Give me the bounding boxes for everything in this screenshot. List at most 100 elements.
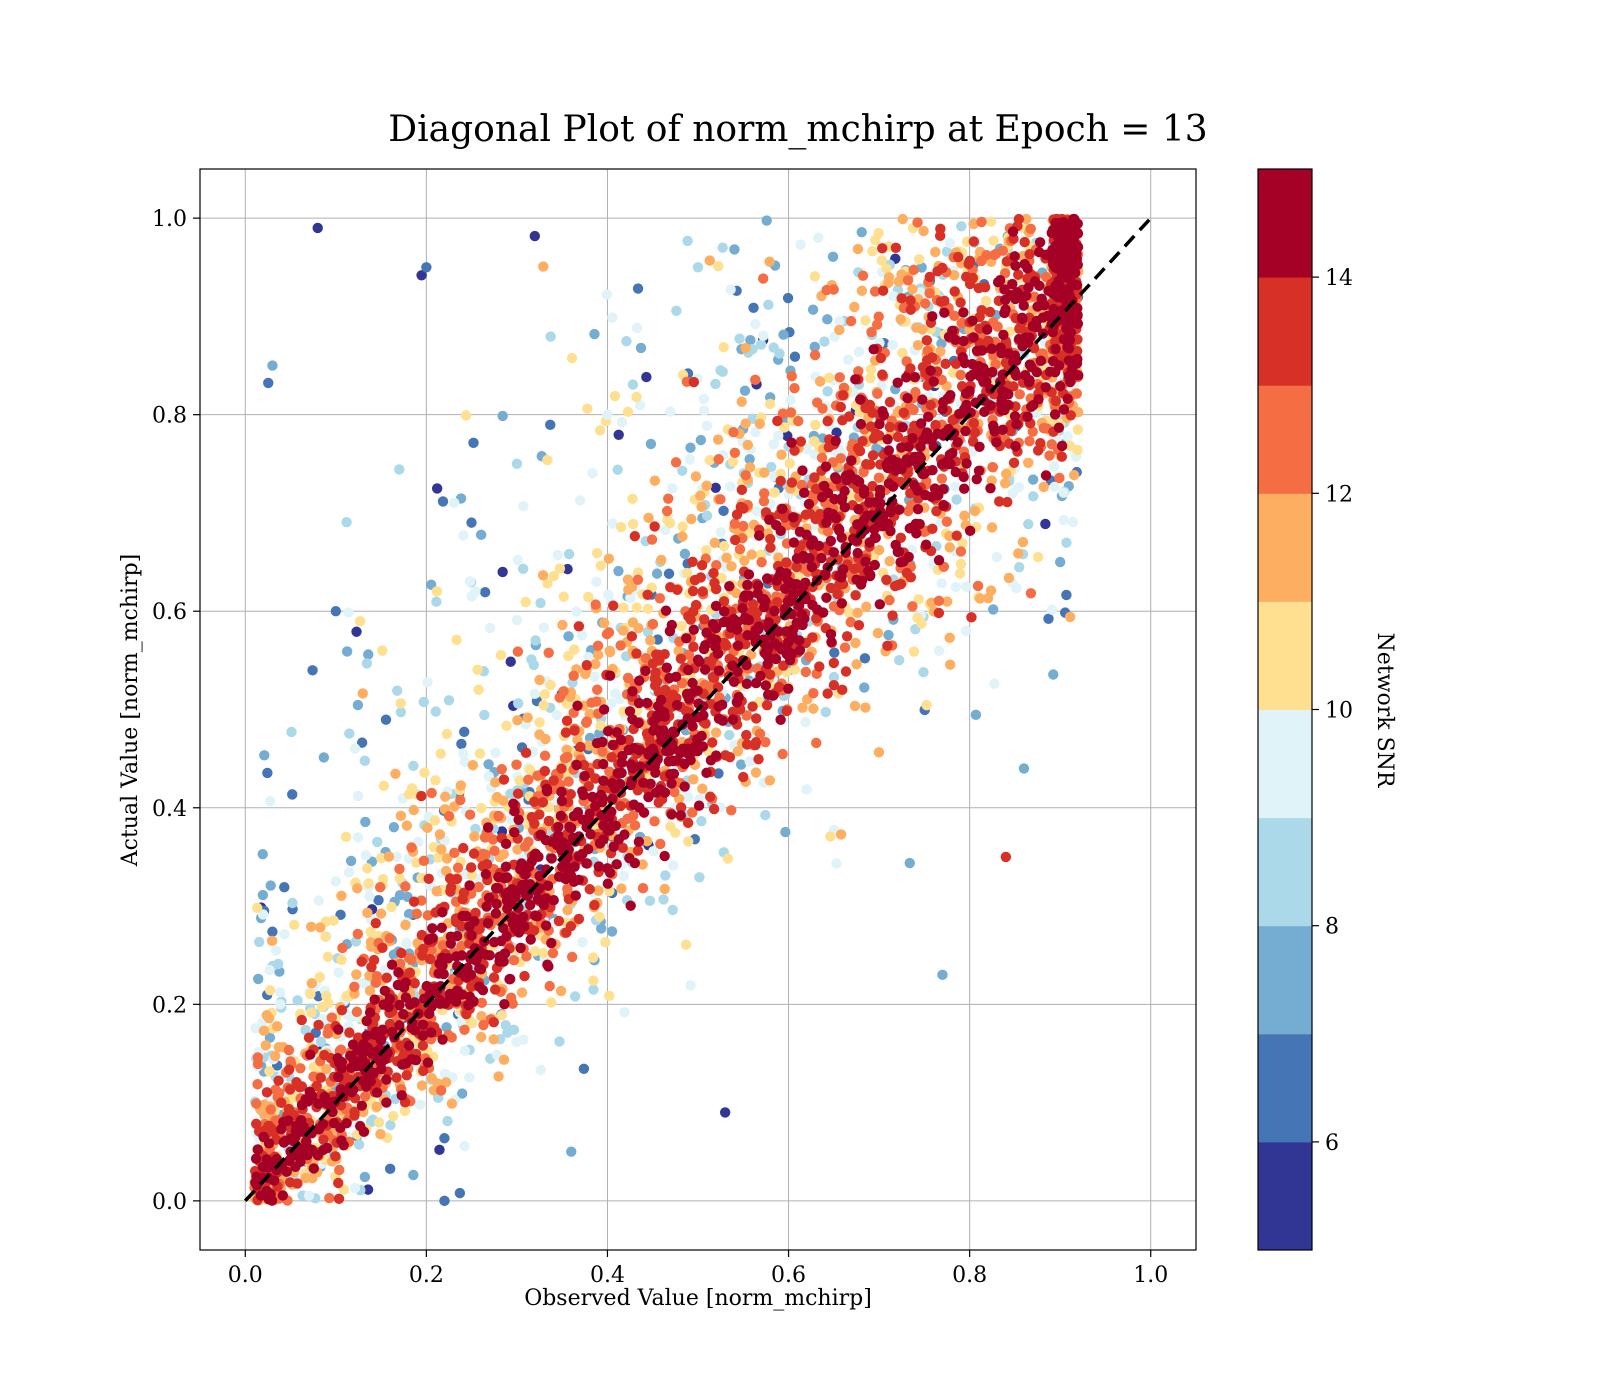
scatter-point xyxy=(622,672,634,684)
scatter-point xyxy=(732,640,744,651)
scatter-point xyxy=(333,1071,344,1083)
scatter-point xyxy=(909,371,921,383)
scatter-point xyxy=(255,1190,267,1201)
scatter-point xyxy=(467,759,479,771)
scatter-point xyxy=(589,899,600,911)
scatter-point xyxy=(406,842,417,853)
scatter-point xyxy=(459,1140,470,1152)
scatter-point xyxy=(955,546,967,557)
scatter-point xyxy=(800,717,811,728)
scatter-point xyxy=(632,785,643,796)
scatter-point xyxy=(545,679,556,691)
scatter-point xyxy=(619,1007,630,1018)
scatter-point xyxy=(411,908,423,920)
scatter-point xyxy=(555,985,567,997)
scatter-point xyxy=(874,599,886,610)
scatter-point xyxy=(384,1018,396,1030)
scatter-point xyxy=(437,952,448,964)
scatter-point xyxy=(349,1106,360,1118)
scatter-point xyxy=(846,455,857,466)
scatter-point xyxy=(416,270,427,281)
scatter-point xyxy=(809,472,820,483)
scatter-point xyxy=(360,816,371,828)
scatter-point xyxy=(986,522,998,533)
scatter-point xyxy=(777,408,789,419)
scatter-point xyxy=(330,876,341,887)
scatter-point xyxy=(845,315,857,327)
scatter-point xyxy=(381,972,392,984)
scatter-point xyxy=(928,376,939,387)
scatter-point xyxy=(709,537,720,549)
scatter-point xyxy=(496,1009,508,1021)
scatter-point xyxy=(670,671,682,683)
scatter-point xyxy=(780,826,791,838)
scatter-point xyxy=(353,1139,365,1150)
scatter-point xyxy=(426,945,437,956)
scatter-point xyxy=(581,717,592,728)
scatter-point xyxy=(868,433,880,444)
scatter-point xyxy=(324,1192,335,1204)
scatter-point xyxy=(750,767,762,778)
scatter-point xyxy=(807,632,818,643)
scatter-point xyxy=(958,307,969,318)
scatter-point xyxy=(456,921,467,932)
scatter-point xyxy=(436,844,447,855)
scatter-point xyxy=(853,562,865,573)
scatter-point xyxy=(519,970,530,982)
scatter-point xyxy=(592,649,604,661)
scatter-point xyxy=(764,398,776,410)
scatter-point xyxy=(377,942,388,953)
scatter-point xyxy=(1072,424,1084,435)
scatter-point xyxy=(725,284,736,295)
scatter-point xyxy=(865,364,877,375)
scatter-point xyxy=(563,548,575,560)
scatter-point xyxy=(659,787,671,798)
scatter-point xyxy=(926,352,938,363)
scatter-point xyxy=(957,352,968,363)
scatter-point xyxy=(713,768,724,779)
scatter-point xyxy=(603,553,615,564)
scatter-point xyxy=(1032,301,1043,312)
scatter-point xyxy=(401,820,413,831)
scatter-point xyxy=(614,778,626,790)
scatter-point xyxy=(696,816,707,827)
scatter-point xyxy=(591,547,603,559)
scatter-point xyxy=(773,430,784,442)
scatter-point xyxy=(607,312,618,323)
scatter-point xyxy=(681,567,693,579)
scatter-point xyxy=(707,618,719,630)
scatter-point xyxy=(441,728,453,740)
scatter-point xyxy=(873,228,884,239)
scatter-point xyxy=(746,606,757,617)
scatter-point xyxy=(648,725,659,736)
scatter-point xyxy=(728,676,740,687)
scatter-point xyxy=(755,339,767,350)
scatter-point xyxy=(554,563,566,574)
scatter-point xyxy=(764,514,775,525)
scatter-point xyxy=(776,449,787,460)
scatter-point xyxy=(267,926,278,937)
scatter-point xyxy=(974,441,985,452)
scatter-point xyxy=(483,892,495,904)
scatter-point xyxy=(860,702,871,713)
scatter-point xyxy=(508,954,520,966)
scatter-point xyxy=(813,232,824,244)
scatter-point xyxy=(930,246,941,258)
scatter-point xyxy=(779,512,790,523)
scatter-point xyxy=(511,614,523,626)
scatter-point xyxy=(739,555,750,566)
scatter-point xyxy=(927,464,938,476)
scatter-point xyxy=(676,620,687,632)
scatter-point xyxy=(960,625,972,636)
scatter-point xyxy=(376,852,387,864)
scatter-point xyxy=(258,1131,269,1143)
scatter-point xyxy=(392,685,403,696)
scatter-point xyxy=(464,1072,475,1083)
scatter-point xyxy=(830,435,841,447)
scatter-point xyxy=(1034,237,1046,248)
scatter-point xyxy=(490,908,502,919)
scatter-point xyxy=(637,859,648,870)
scatter-point xyxy=(529,850,540,861)
scatter-point xyxy=(408,804,419,816)
scatter-point xyxy=(814,376,826,387)
